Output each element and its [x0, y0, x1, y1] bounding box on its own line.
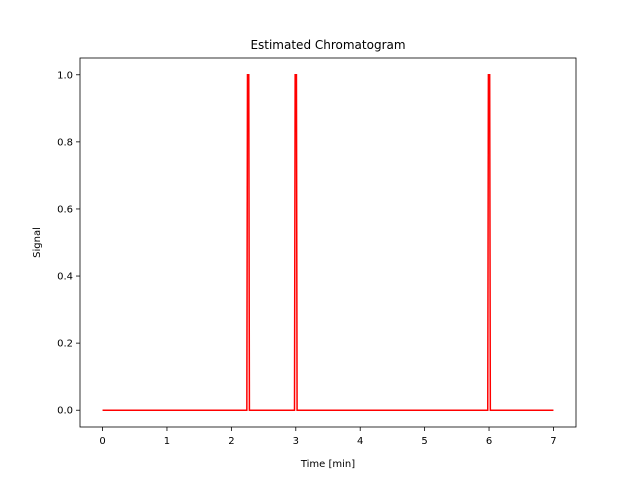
y-axis-label: Signal	[32, 227, 43, 258]
y-tick-label: 0.2	[57, 339, 73, 350]
series-line-0	[102, 74, 554, 411]
x-axis-label: Time [min]	[300, 459, 355, 470]
chart-title: Estimated Chromatogram	[250, 38, 405, 52]
axes-frame	[79, 57, 577, 428]
y-tick-label: 0.0	[57, 406, 73, 417]
plot-area: 0 1 2 3 4 5 6 7 0.0 0.2 0.4 0.6 0.8 1.0	[57, 57, 577, 447]
y-tick-label: 0.8	[57, 137, 73, 148]
x-tick-label: 1	[164, 436, 170, 447]
y-tick-label: 0.6	[57, 204, 73, 215]
x-tick-label: 5	[421, 436, 427, 447]
x-tick-label: 2	[228, 436, 234, 447]
x-tick-label: 7	[550, 436, 556, 447]
x-tick-label: 6	[486, 436, 492, 447]
x-tick-label: 0	[99, 436, 105, 447]
x-tick-label: 4	[357, 436, 363, 447]
y-tick-label: 1.0	[57, 70, 73, 81]
y-tick-label: 0.4	[57, 272, 73, 283]
x-tick-label: 3	[293, 436, 299, 447]
